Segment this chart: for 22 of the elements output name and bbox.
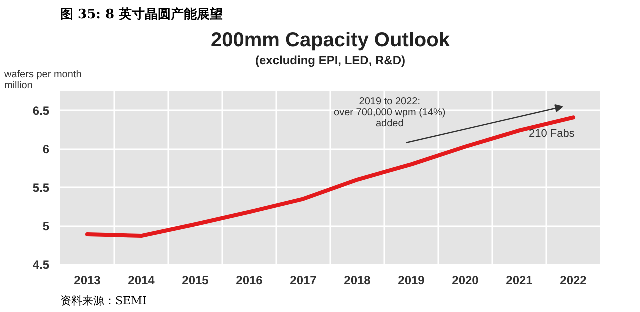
x-tick-label: 2017 <box>290 274 318 288</box>
text: (excluding EPI, LED, R&D) <box>255 54 406 68</box>
x-tick-label: 2016 <box>236 274 264 288</box>
annotation: 210 Fabs <box>528 128 576 140</box>
y-tick-label: 5.5 <box>32 181 50 196</box>
y-axis-title: wafers per month million <box>4 70 82 92</box>
x-tick-label: 2018 <box>344 274 372 288</box>
x-tick-label: 2022 <box>560 274 588 288</box>
x-tick-label: 2013 <box>74 274 102 288</box>
y-tick-label: 6.5 <box>32 104 50 118</box>
x-tick-label: 2014 <box>128 274 156 288</box>
chart-subtitle: 200mm Capacity Outlook <box>211 30 451 52</box>
y-tick-label: 6 <box>42 142 50 157</box>
x-tick-label: 2020 <box>452 274 480 288</box>
annotation: 2019 to 2022: over 700,000 wpm (14%) added <box>334 96 446 130</box>
x-tick-label: 2015 <box>182 274 210 288</box>
x-tick-label: 2019 <box>398 274 426 288</box>
text: 资料来源：SEMI <box>60 294 147 308</box>
chart-title: 图 35: 8 英寸晶圆产能展望 <box>60 6 224 22</box>
x-tick-label: 2021 <box>506 274 534 288</box>
y-tick-label: 4.5 <box>32 258 50 272</box>
y-tick-label: 5 <box>42 220 50 234</box>
